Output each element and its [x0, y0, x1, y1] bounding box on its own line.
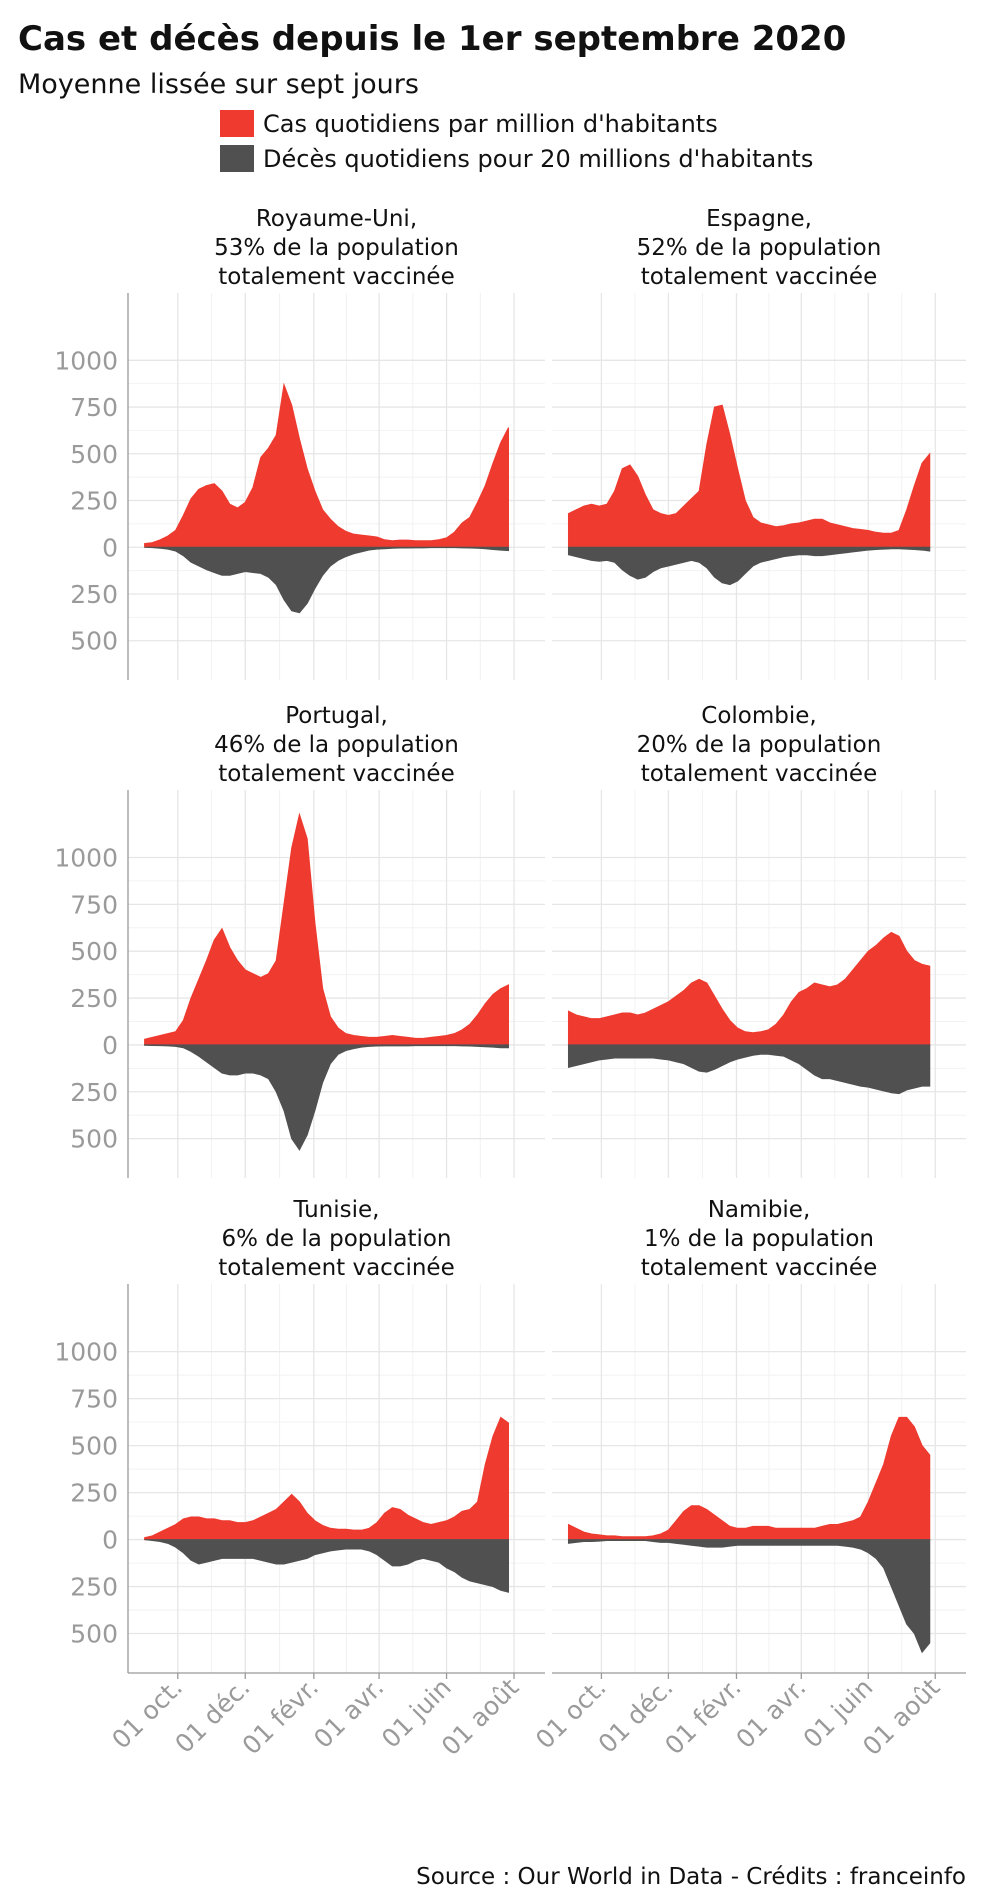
x-tick-label: 01 avr.: [308, 1673, 389, 1754]
y-tick-label: 0: [102, 533, 118, 562]
y-tick-label: 500: [70, 627, 118, 656]
legend-label: Cas quotidiens par million d'habitants: [263, 110, 718, 138]
area: [144, 1044, 509, 1151]
area: [567, 1044, 931, 1095]
y-tick-label: 500: [70, 1620, 118, 1649]
area: [567, 1539, 931, 1654]
panel: Espagne, 52% de la population totalement v…: [552, 206, 966, 680]
y-tick-label: 1000: [54, 843, 118, 872]
panel-title: 20% de la population: [637, 732, 882, 758]
legend-swatch: [220, 145, 254, 172]
area: [144, 1539, 509, 1593]
panel-title: Portugal,: [285, 703, 388, 729]
y-tick-label: 750: [70, 393, 118, 422]
y-tick-label: 250: [70, 580, 118, 609]
panel-title: Namibie,: [708, 1197, 811, 1223]
panel: Colombie, 20% de la population totalement …: [552, 703, 966, 1178]
area: [144, 546, 509, 614]
area: [144, 382, 509, 548]
panel: Namibie, 1% de la population totalement va…: [530, 1197, 966, 1761]
panel: Royaume-Uni, 53% de la population totaleme…: [54, 206, 545, 680]
panel-title: 52% de la population: [637, 235, 882, 261]
area: [144, 1416, 509, 1541]
panel-title: totalement vaccinée: [218, 1255, 454, 1281]
panel: Tunisie, 6% de la population totalement va…: [54, 1197, 545, 1761]
panel-title: totalement vaccinée: [641, 1255, 877, 1281]
panel-title: Royaume-Uni,: [256, 206, 417, 232]
panel-title: Colombie,: [701, 703, 816, 729]
y-tick-label: 0: [102, 1526, 118, 1555]
source: Source : Our World in Data - Crédits : f…: [416, 1864, 966, 1890]
legend: Cas quotidiens par million d'habitants Dé…: [220, 110, 813, 173]
y-tick-label: 750: [70, 1385, 118, 1414]
panel-title: 1% de la population: [644, 1226, 874, 1252]
y-tick-label: 500: [70, 1432, 118, 1461]
legend-label: Décès quotidiens pour 20 millions d'habi…: [263, 145, 813, 173]
chart-title: Cas et décès depuis le 1er septembre 202…: [18, 19, 846, 59]
y-tick-label: 1000: [54, 1338, 118, 1367]
y-tick-label: 250: [70, 1573, 118, 1602]
legend-swatch: [220, 110, 254, 137]
panel-title: totalement vaccinée: [218, 761, 454, 787]
panel-title: totalement vaccinée: [641, 761, 877, 787]
y-tick-label: 500: [70, 440, 118, 469]
y-tick-label: 250: [70, 487, 118, 516]
panel-title: 46% de la population: [214, 732, 459, 758]
y-tick-label: 500: [70, 1125, 118, 1154]
y-tick-label: 1000: [54, 346, 118, 375]
panel-title: 53% de la population: [214, 235, 459, 261]
area: [144, 812, 509, 1046]
area: [567, 404, 931, 548]
x-tick-label: 01 avr.: [730, 1673, 811, 1754]
y-tick-label: 500: [70, 937, 118, 966]
panel-title: Tunisie,: [293, 1197, 380, 1223]
area: [567, 546, 931, 586]
chart-subtitle: Moyenne lissée sur sept jours: [18, 69, 419, 100]
area: [567, 931, 931, 1046]
panel: Portugal, 46% de la population totalement …: [54, 703, 545, 1178]
panel-title: 6% de la population: [221, 1226, 451, 1252]
y-tick-label: 250: [70, 984, 118, 1013]
x-tick-label: 01 févr.: [659, 1673, 746, 1760]
panel-title: totalement vaccinée: [218, 264, 454, 290]
panel-title: totalement vaccinée: [641, 264, 877, 290]
area: [567, 1416, 931, 1541]
y-tick-label: 250: [70, 1479, 118, 1508]
y-tick-label: 250: [70, 1078, 118, 1107]
x-tick-label: 01 févr.: [237, 1673, 324, 1760]
panel-title: Espagne,: [706, 206, 812, 232]
y-tick-label: 750: [70, 890, 118, 919]
y-tick-label: 0: [102, 1031, 118, 1060]
